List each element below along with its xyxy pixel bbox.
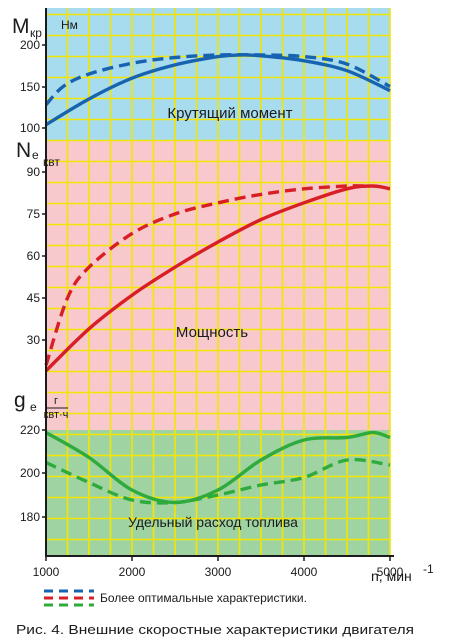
fuel-panel-label: Удельный расход топлива: [128, 514, 298, 530]
fuel-y-tick-label: 200: [20, 466, 40, 480]
torque-panel-label: Крутящий момент: [167, 105, 292, 122]
fuel-unit-denominator: квт·ч: [44, 409, 69, 421]
x-tick-label: 4000: [291, 565, 318, 579]
power-axis-symbol: N: [16, 139, 31, 162]
torque-axis-symbol: M: [12, 15, 30, 38]
power-y-tick-label: 90: [27, 165, 41, 179]
curves: [44, 53, 391, 505]
legend-text: Более оптимальные характеристики.: [100, 591, 307, 605]
axes: [45, 8, 394, 557]
power-y-tick-label: 75: [27, 207, 41, 221]
torque-unit: Нм: [61, 18, 78, 32]
torque-y-tick-label: 100: [20, 121, 40, 135]
torque-y-tick-label: 200: [20, 38, 40, 52]
torque-axis-subscript: кр: [30, 26, 42, 40]
power-unit: квт: [43, 155, 60, 169]
fuel-y-tick-label: 220: [20, 423, 40, 437]
x-tick-label: 5000: [377, 565, 404, 579]
power-y-tick-label: 45: [27, 291, 41, 305]
fuel-curve-solid: [45, 430, 391, 505]
fuel-axis-subscript: е: [30, 400, 37, 414]
torque-y-tick-label: 150: [20, 80, 40, 94]
torque-curve-dashed: [44, 53, 391, 106]
fuel-unit-numerator: г: [54, 395, 58, 407]
x-tick-label: 2000: [119, 565, 146, 579]
fuel-curve-dashed: [45, 457, 391, 505]
x-tick-label: 1000: [33, 565, 60, 579]
legend: Более оптимальные характеристики.: [44, 589, 307, 607]
power-curve-dashed: [44, 184, 365, 366]
x-tick-label: 3000: [205, 565, 232, 579]
power-axis-subscript: е: [32, 148, 39, 162]
x-axis-label: n, мин: [371, 568, 412, 584]
power-y-tick-label: 30: [27, 333, 41, 347]
power-y-tick-label: 60: [27, 249, 41, 263]
fuel-axis-symbol: g: [14, 389, 26, 412]
fuel-y-tick-label: 180: [20, 510, 40, 524]
figure-caption: Рис. 4. Внешние скоростные характеристик…: [16, 623, 414, 637]
tick-labels: 100 150 200 30 45 60 75 90 180 200 220 1000 2000 3000…: [20, 38, 404, 579]
power-panel-label: Мощность: [176, 324, 248, 341]
x-axis-label-superscript: -1: [423, 562, 434, 576]
